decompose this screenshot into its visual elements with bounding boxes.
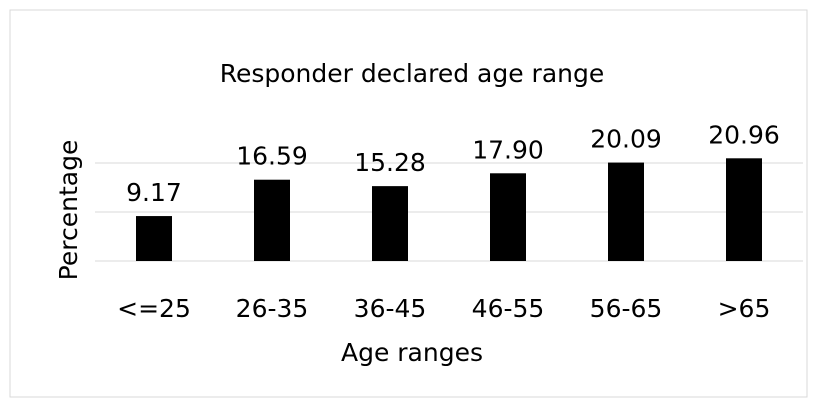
data-label: 17.90 [472,135,544,164]
bar [490,173,526,261]
x-axis-label: Age ranges [341,338,483,367]
chart-title: Responder declared age range [220,59,605,88]
data-label: 20.09 [590,125,662,154]
x-tick-label: 46-55 [472,294,545,323]
bar [254,179,290,261]
data-label: 15.28 [354,148,426,177]
bar [726,158,762,261]
data-label: 9.17 [126,178,182,207]
data-label: 16.59 [236,142,308,171]
x-tick-label: >65 [718,294,771,323]
bar [136,216,172,261]
x-tick-label: 36-45 [354,294,427,323]
bar [608,162,644,261]
x-tick-label: <=25 [117,294,191,323]
chart-border [9,9,808,398]
data-label: 20.96 [708,120,780,149]
x-tick-label: 26-35 [236,294,309,323]
y-axis-label: Percentage [54,140,83,281]
bar [372,186,408,261]
x-tick-label: 56-65 [590,294,663,323]
